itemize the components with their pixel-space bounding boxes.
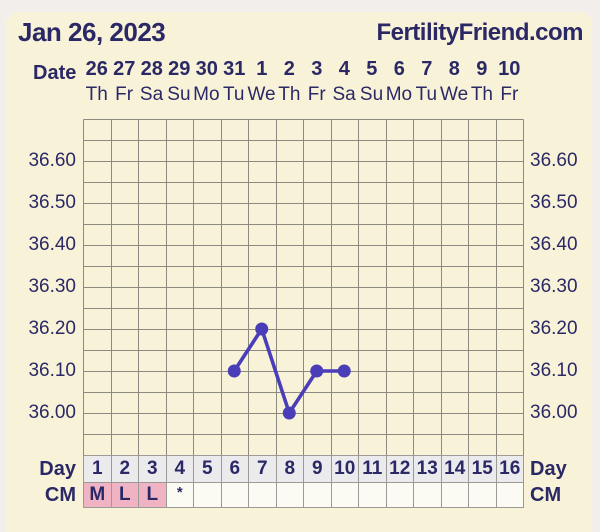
cm-cell[interactable]: * — [165, 482, 194, 508]
temp-axis-label-right: 36.40 — [530, 234, 578, 255]
day-cell[interactable]: 3 — [138, 455, 167, 483]
cm-cell[interactable] — [220, 482, 249, 508]
date-tick: 8 — [448, 58, 460, 80]
temperature-chart — [83, 119, 524, 456]
date-tick: 26 — [85, 58, 108, 80]
cm-cell[interactable] — [248, 482, 277, 508]
temp-axis-label-left: 36.30 — [28, 276, 76, 297]
date-tick: 27 — [113, 58, 136, 80]
cm-cell[interactable] — [330, 482, 359, 508]
day-cell[interactable]: 12 — [385, 455, 414, 483]
temp-point-day-6[interactable] — [227, 364, 241, 378]
cm-cell[interactable]: M — [83, 482, 112, 508]
day-cell[interactable]: 6 — [220, 455, 249, 483]
day-cell[interactable]: 4 — [165, 455, 194, 483]
temp-axis-label-right: 36.00 — [530, 402, 578, 423]
temp-axis-label-right: 36.30 — [530, 276, 578, 297]
weekday-axis-values: Th Fr Sa Su Mo Tu We Th Fr Sa Su Mo Tu We Th Fr — [83, 83, 523, 106]
cm-row-label-right: CM — [530, 484, 562, 506]
cm-cell[interactable] — [303, 482, 332, 508]
weekday-tick: Su — [167, 84, 191, 105]
brand-title[interactable]: FertilityFriend.com — [376, 19, 583, 46]
chart-date-title: Jan 26, 2023 — [18, 17, 166, 47]
weekday-tick: Mo — [193, 84, 220, 105]
temp-axis-label-right: 36.20 — [530, 318, 578, 339]
day-cell[interactable]: 9 — [303, 455, 332, 483]
temp-axis-label-right: 36.60 — [530, 150, 578, 171]
date-tick: 10 — [498, 58, 521, 80]
temp-axis-label-left: 36.50 — [28, 192, 76, 213]
day-cell[interactable]: 15 — [468, 455, 497, 483]
cm-cell[interactable] — [275, 482, 304, 508]
weekday-tick: Th — [278, 84, 301, 105]
temp-axis-label-right: 36.50 — [530, 192, 578, 213]
date-tick: 28 — [140, 58, 163, 80]
date-axis-values: 26 27 28 29 30 31 1 2 3 4 5 6 7 8 9 10 — [83, 57, 523, 82]
cm-cell[interactable]: L — [138, 482, 167, 508]
date-tick: 5 — [366, 58, 378, 80]
date-tick: 4 — [338, 58, 350, 80]
day-cell[interactable]: 11 — [358, 455, 387, 483]
cm-cell[interactable] — [495, 482, 524, 508]
temp-point-day-9[interactable] — [310, 364, 324, 378]
weekday-tick: Tu — [223, 84, 245, 105]
weekday-tick: Fr — [307, 84, 326, 105]
date-axis-label: Date — [33, 62, 77, 84]
day-axis-label-left: Day — [39, 458, 76, 480]
temp-axis-label-left: 36.20 — [28, 318, 76, 339]
cm-cell[interactable] — [440, 482, 469, 508]
date-tick: 3 — [311, 58, 323, 80]
day-cell[interactable]: 7 — [248, 455, 277, 483]
date-tick: 9 — [476, 58, 488, 80]
cm-cell[interactable]: L — [110, 482, 139, 508]
day-cell[interactable]: 5 — [193, 455, 222, 483]
chart-panel — [6, 12, 592, 532]
day-axis-label-right: Day — [530, 458, 567, 480]
cm-cell[interactable] — [413, 482, 442, 508]
temp-axis-label-left: 36.60 — [28, 150, 76, 171]
cm-cell[interactable] — [385, 482, 414, 508]
cm-cell[interactable] — [193, 482, 222, 508]
temp-axis-label-left: 36.00 — [28, 402, 76, 423]
day-cell[interactable]: 14 — [440, 455, 469, 483]
date-tick: 30 — [195, 58, 218, 80]
day-cell[interactable]: 8 — [275, 455, 304, 483]
weekday-tick: Sa — [139, 84, 164, 105]
temp-axis-label-right: 36.10 — [530, 360, 578, 381]
weekday-tick: Sa — [332, 84, 356, 105]
temp-point-day-8[interactable] — [282, 406, 296, 420]
date-tick: 1 — [256, 58, 268, 80]
weekday-tick: Tu — [415, 84, 438, 105]
cm-cell[interactable] — [468, 482, 497, 508]
date-tick: 29 — [168, 58, 191, 80]
temp-point-day-7[interactable] — [255, 322, 269, 336]
chart-gridlines — [83, 119, 524, 456]
date-tick: 7 — [421, 58, 433, 80]
cm-row-label-left: CM — [44, 484, 76, 506]
day-cell[interactable]: 2 — [110, 455, 139, 483]
date-tick: 6 — [393, 58, 405, 80]
date-tick: 31 — [223, 58, 246, 80]
day-cell[interactable]: 16 — [495, 455, 524, 483]
weekday-tick: Su — [359, 84, 384, 105]
temp-axis-label-left: 36.40 — [28, 234, 76, 255]
weekday-tick: Mo — [385, 84, 413, 105]
weekday-tick: Th — [85, 84, 108, 105]
day-cell[interactable]: 10 — [330, 455, 359, 483]
temp-point-day-10[interactable] — [337, 364, 351, 378]
weekday-tick: Fr — [500, 84, 519, 105]
day-cell[interactable]: 1 — [83, 455, 112, 483]
day-cell[interactable]: 13 — [413, 455, 442, 483]
temp-axis-label-left: 36.10 — [28, 360, 76, 381]
weekday-tick: Fr — [115, 84, 134, 105]
weekday-tick: We — [440, 84, 469, 105]
weekday-tick: We — [247, 84, 276, 105]
date-tick: 2 — [283, 58, 295, 80]
cm-cell[interactable] — [358, 482, 387, 508]
weekday-tick: Th — [470, 84, 494, 105]
